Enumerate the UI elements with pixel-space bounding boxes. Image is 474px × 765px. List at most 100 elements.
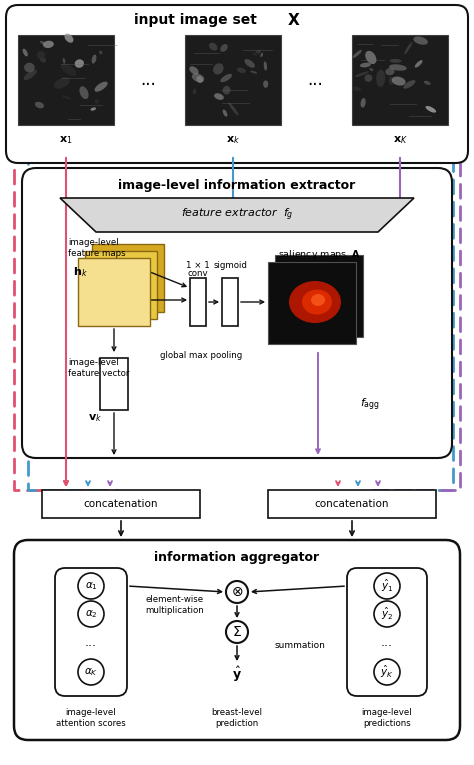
Text: ...: ... — [307, 71, 323, 89]
Text: conv: conv — [188, 269, 208, 278]
Bar — [85, 251, 157, 319]
Bar — [190, 278, 206, 326]
Text: $\mathbf{v}_k$: $\mathbf{v}_k$ — [88, 412, 102, 424]
Text: feature extractor  $f_g$: feature extractor $f_g$ — [181, 207, 293, 223]
Ellipse shape — [390, 59, 401, 63]
Text: input image set: input image set — [134, 13, 266, 27]
FancyBboxPatch shape — [22, 168, 452, 458]
Ellipse shape — [80, 86, 89, 99]
Text: ...: ... — [140, 71, 156, 89]
Bar — [268, 490, 436, 518]
Ellipse shape — [192, 73, 204, 83]
Text: $\hat{y}_2$: $\hat{y}_2$ — [381, 606, 393, 622]
Ellipse shape — [353, 50, 362, 58]
Ellipse shape — [220, 74, 232, 83]
Text: $\alpha_1$: $\alpha_1$ — [84, 580, 98, 592]
Ellipse shape — [61, 63, 76, 76]
Text: saliency maps  $\mathbf{A}$: saliency maps $\mathbf{A}$ — [278, 248, 362, 261]
Ellipse shape — [213, 63, 224, 74]
Ellipse shape — [214, 93, 224, 100]
Ellipse shape — [94, 99, 99, 104]
Ellipse shape — [91, 107, 96, 111]
Ellipse shape — [40, 57, 46, 63]
Ellipse shape — [23, 49, 28, 57]
Circle shape — [78, 601, 104, 627]
FancyBboxPatch shape — [6, 5, 468, 163]
Bar — [222, 278, 238, 326]
Ellipse shape — [353, 86, 361, 91]
Ellipse shape — [63, 58, 65, 63]
Circle shape — [374, 573, 400, 599]
Ellipse shape — [389, 64, 407, 70]
Text: $\mathbf{h}_k$: $\mathbf{h}_k$ — [73, 265, 87, 279]
Ellipse shape — [385, 68, 394, 75]
Ellipse shape — [197, 76, 203, 83]
Ellipse shape — [94, 82, 108, 92]
Bar — [42, 490, 200, 518]
Text: 1 × 1: 1 × 1 — [186, 261, 210, 269]
Ellipse shape — [223, 86, 230, 95]
Text: ...: ... — [381, 636, 393, 649]
Ellipse shape — [250, 70, 257, 73]
Ellipse shape — [311, 294, 325, 306]
Circle shape — [78, 573, 104, 599]
Ellipse shape — [209, 43, 218, 50]
Text: element-wise
multiplication: element-wise multiplication — [146, 595, 204, 615]
Ellipse shape — [355, 71, 369, 77]
Ellipse shape — [24, 70, 37, 80]
Ellipse shape — [228, 103, 238, 116]
Ellipse shape — [392, 76, 406, 86]
Bar — [18, 35, 114, 125]
Circle shape — [374, 659, 400, 685]
Ellipse shape — [426, 106, 436, 112]
Ellipse shape — [424, 81, 430, 85]
Ellipse shape — [302, 289, 332, 314]
Text: image-level information extractor: image-level information extractor — [118, 178, 356, 191]
Ellipse shape — [415, 60, 422, 67]
FancyBboxPatch shape — [14, 540, 460, 740]
Circle shape — [226, 581, 248, 603]
Text: image-level
feature vector: image-level feature vector — [68, 358, 129, 378]
Ellipse shape — [253, 52, 257, 56]
Text: $\mathbf{X}$: $\mathbf{X}$ — [287, 12, 301, 28]
Ellipse shape — [36, 50, 45, 59]
Ellipse shape — [24, 63, 35, 73]
Ellipse shape — [289, 281, 341, 323]
Ellipse shape — [35, 102, 44, 109]
Ellipse shape — [220, 44, 228, 52]
Text: image-level
predictions: image-level predictions — [362, 708, 412, 728]
Text: concatenation: concatenation — [84, 499, 158, 509]
Ellipse shape — [99, 50, 102, 54]
FancyBboxPatch shape — [55, 568, 127, 696]
Ellipse shape — [40, 41, 46, 45]
Ellipse shape — [360, 63, 371, 67]
Ellipse shape — [245, 59, 255, 68]
Text: $\mathbf{x}_K$: $\mathbf{x}_K$ — [392, 134, 408, 146]
Text: $\otimes$: $\otimes$ — [231, 585, 243, 599]
Bar — [268, 262, 356, 344]
Text: $\Sigma$: $\Sigma$ — [232, 625, 242, 639]
Text: image-level
attention scores: image-level attention scores — [56, 708, 126, 728]
Text: $f_{\mathrm{agg}}$: $f_{\mathrm{agg}}$ — [360, 397, 380, 413]
Text: $\hat{y}_K$: $\hat{y}_K$ — [380, 664, 394, 680]
FancyBboxPatch shape — [347, 568, 427, 696]
Ellipse shape — [403, 80, 415, 89]
Text: $\alpha_2$: $\alpha_2$ — [85, 608, 97, 620]
Ellipse shape — [43, 41, 54, 48]
Ellipse shape — [260, 53, 263, 57]
Ellipse shape — [369, 68, 374, 71]
Text: ...: ... — [85, 636, 97, 649]
Circle shape — [374, 601, 400, 627]
Ellipse shape — [64, 34, 73, 43]
Bar — [78, 258, 150, 326]
Ellipse shape — [91, 54, 96, 63]
Text: concatenation: concatenation — [315, 499, 389, 509]
Bar — [100, 358, 128, 410]
Ellipse shape — [365, 50, 376, 64]
Bar — [352, 35, 448, 125]
Text: summation: summation — [275, 640, 326, 649]
Ellipse shape — [237, 67, 246, 73]
Ellipse shape — [404, 42, 412, 54]
Text: sigmoid: sigmoid — [213, 261, 247, 269]
Ellipse shape — [413, 37, 428, 44]
